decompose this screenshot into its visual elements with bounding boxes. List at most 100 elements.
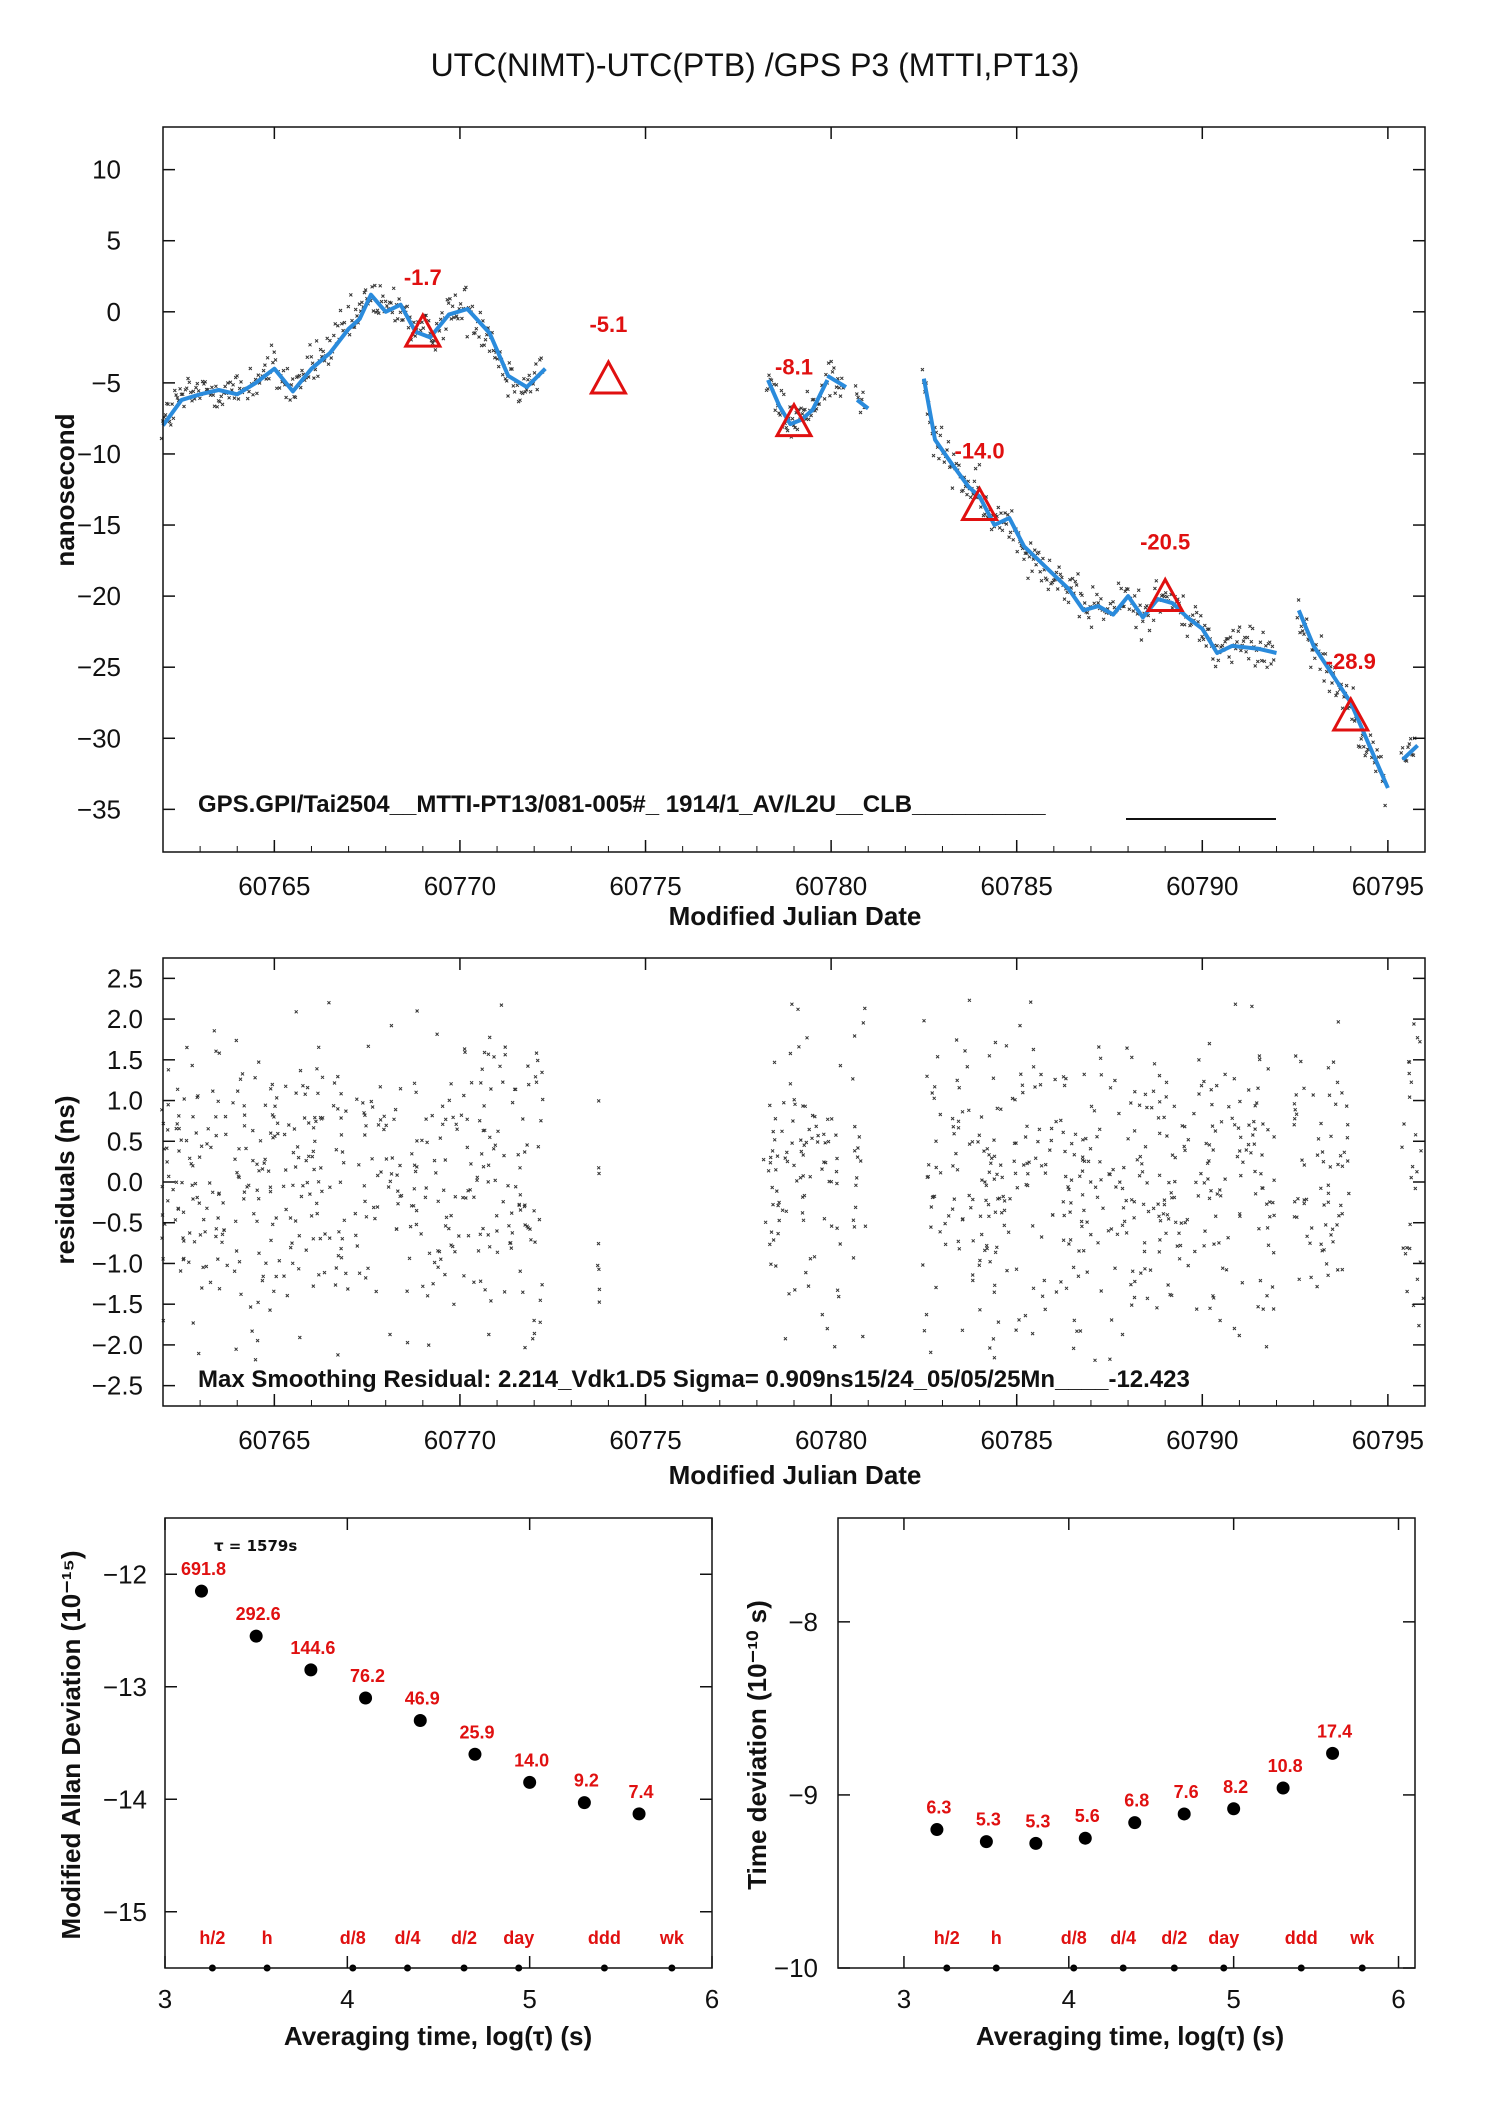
residual-point <box>492 1055 496 1059</box>
measurement-point <box>1269 662 1273 666</box>
measurement-point <box>339 321 344 326</box>
residual-point <box>1238 1214 1242 1219</box>
residual-point <box>255 1338 260 1343</box>
residual-point <box>1069 1201 1073 1205</box>
measurement-point <box>174 393 178 397</box>
residual-point <box>823 1140 828 1145</box>
residual-point <box>993 1210 998 1215</box>
residual-point <box>1043 1307 1048 1312</box>
residual-point <box>1156 1202 1160 1206</box>
measurement-point <box>401 317 405 322</box>
residual-point <box>181 1210 186 1215</box>
residual-point <box>437 1249 442 1254</box>
residual-point <box>220 1240 224 1245</box>
residual-point <box>469 1162 473 1166</box>
residual-point <box>1098 1159 1102 1164</box>
residual-point <box>405 1340 410 1345</box>
residual-point <box>449 1213 453 1218</box>
residual-point <box>1337 1213 1341 1218</box>
residual-point <box>536 1144 541 1149</box>
residual-point <box>248 1305 253 1309</box>
residual-point <box>208 1280 213 1285</box>
residual-point <box>838 1063 843 1068</box>
residual-point <box>1002 1223 1007 1228</box>
residual-point <box>420 1138 424 1143</box>
residual-point <box>314 1201 319 1206</box>
residual-point <box>171 1187 175 1192</box>
measurement-point <box>1003 511 1007 515</box>
residual-point <box>808 1174 813 1179</box>
residual-point <box>483 1287 487 1292</box>
residual-point <box>1321 1159 1326 1164</box>
residual-point <box>1206 1177 1210 1181</box>
residual-point <box>1409 1080 1414 1085</box>
measurement-point <box>1045 578 1049 582</box>
residual-point <box>301 1183 305 1188</box>
measurement-point <box>1267 640 1272 645</box>
measurement-point <box>1344 683 1349 688</box>
residual-point <box>362 1110 366 1115</box>
residual-point <box>1182 1144 1187 1149</box>
measurement-point <box>1228 635 1233 640</box>
measurement-point <box>965 492 969 497</box>
residual-point <box>1215 1192 1220 1196</box>
residual-point <box>1092 1108 1097 1113</box>
time-deviation-ticks: 3 4 5 6−8−9−10 <box>774 1518 1415 2014</box>
residual-point <box>412 1163 417 1168</box>
residual-point <box>443 1117 448 1122</box>
deviation-value-label: 5.3 <box>976 1810 1001 1830</box>
residual-point <box>1266 1127 1270 1132</box>
residual-point <box>920 1263 925 1267</box>
residual-point <box>597 1171 601 1176</box>
residual-point <box>482 1050 487 1055</box>
residual-point <box>472 1280 476 1285</box>
residual-point <box>1162 1202 1167 1207</box>
residual-point <box>1088 1146 1093 1151</box>
y-tick-label: −2.0 <box>92 1330 143 1360</box>
residual-point <box>812 1254 817 1259</box>
residual-point <box>1145 1181 1149 1185</box>
measurement-point <box>968 495 973 500</box>
residual-point <box>1413 1132 1418 1137</box>
residual-point <box>1157 1173 1162 1178</box>
residual-point <box>1132 1129 1137 1133</box>
residual-point <box>1145 1105 1149 1110</box>
x-tick-label: 5 <box>522 1984 536 2014</box>
residual-point <box>796 1007 800 1012</box>
residual-point <box>822 1216 827 1221</box>
residual-point <box>1049 1138 1054 1143</box>
residual-point <box>173 1218 178 1222</box>
residual-point <box>1211 1296 1216 1300</box>
measurement-point <box>1034 562 1038 567</box>
measurement-point <box>1144 604 1149 608</box>
residual-point <box>283 1168 288 1172</box>
measurement-point <box>832 366 836 370</box>
measurement-point <box>227 395 231 400</box>
residual-point <box>761 1157 766 1162</box>
residual-point <box>1264 1202 1269 1206</box>
residual-point <box>769 1230 774 1234</box>
measurement-point <box>256 373 261 377</box>
residual-point <box>370 1105 375 1109</box>
measurement-point <box>1170 606 1175 610</box>
measurement-point <box>999 511 1003 515</box>
residual-point <box>529 1237 533 1242</box>
residual-point <box>312 1115 317 1120</box>
residual-point <box>191 1114 195 1119</box>
residual-point <box>1247 1123 1251 1127</box>
residual-point <box>343 1271 348 1276</box>
residual-point <box>799 1149 804 1154</box>
measurement-point <box>1207 627 1211 631</box>
residual-point <box>487 1244 492 1249</box>
residual-point <box>784 1150 789 1155</box>
residual-point <box>1096 1045 1101 1049</box>
residual-point <box>1109 1227 1114 1231</box>
residual-point <box>1083 1136 1088 1141</box>
residual-point <box>462 1047 467 1051</box>
residual-point <box>190 1183 195 1188</box>
daily-mean-label: -20.5 <box>1140 530 1190 555</box>
residual-point <box>1254 1101 1259 1105</box>
measurement-point <box>182 404 186 409</box>
residual-point <box>596 1165 601 1170</box>
measurement-point <box>464 285 468 290</box>
